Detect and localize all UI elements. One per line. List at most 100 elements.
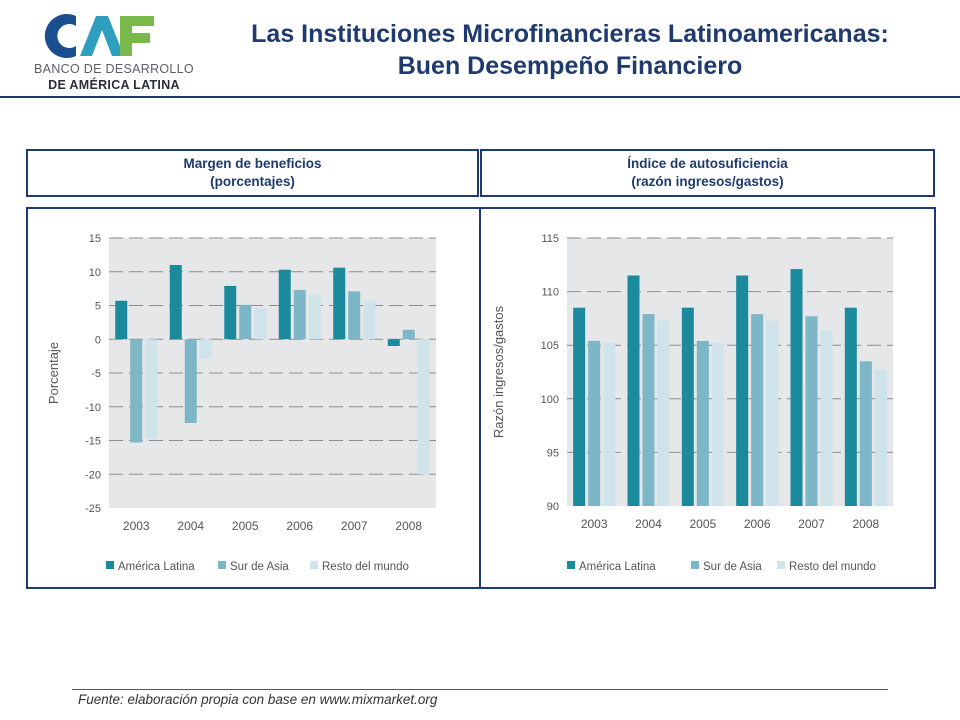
logo-subtitle-line2: DE AMÉRICA LATINA [48, 78, 180, 92]
legend-label: América Latina [579, 561, 656, 573]
bar-américa-latina-2003 [115, 300, 128, 340]
bar-sur-de-asia-2005 [239, 304, 252, 340]
bar-sur-de-asia-2004 [642, 314, 655, 506]
chart-header-autosuficiencia-line2: (razón ingresos/gastos) [631, 174, 784, 189]
x-tick-label: 2004 [177, 519, 204, 533]
legend-swatch [218, 561, 226, 569]
bar-resto-del-mundo-2005 [254, 308, 267, 340]
bar-sur-de-asia-2008 [402, 329, 415, 340]
bar-resto-del-mundo-2003 [145, 339, 158, 440]
x-tick-label: 2008 [852, 517, 879, 531]
bar-sur-de-asia-2007 [805, 316, 818, 506]
legend-swatch [106, 561, 114, 569]
y-axis-label: Razón ingresos/gastos [491, 305, 506, 438]
bar-sur-de-asia-2005 [696, 340, 709, 506]
bar-sur-de-asia-2006 [293, 289, 306, 340]
y-axis-label: Porcentaje [46, 342, 61, 404]
legend-label: Sur de Asia [230, 561, 289, 573]
y-tick-label: -10 [85, 402, 101, 414]
y-tick-label: 100 [541, 394, 559, 406]
bar-resto-del-mundo-2006 [766, 320, 779, 506]
y-tick-label: 105 [541, 340, 559, 352]
x-tick-label: 2007 [341, 519, 368, 533]
chart-header-autosuficiencia: Índice de autosuficiencia (razón ingreso… [480, 149, 935, 197]
legend-label: América Latina [118, 561, 195, 573]
footer-divider [72, 689, 888, 690]
bar-américa-latina-2003 [573, 307, 586, 506]
bar-américa-latina-2006 [278, 269, 291, 340]
slide-title: Las Instituciones Microfinancieras Latin… [200, 18, 940, 82]
bar-sur-de-asia-2007 [348, 291, 361, 340]
legend-swatch [567, 561, 575, 569]
bar-américa-latina-2008 [387, 339, 400, 346]
bar-resto-del-mundo-2004 [657, 320, 670, 506]
x-tick-label: 2008 [395, 519, 422, 533]
x-tick-label: 2003 [123, 519, 150, 533]
chart-header-margen-line1: Margen de beneficios [183, 156, 322, 171]
chart-header-autosuficiencia-line1: Índice de autosuficiencia [627, 156, 788, 171]
x-tick-label: 2004 [635, 517, 662, 531]
y-tick-label: 15 [89, 233, 101, 245]
logo-letter-f [120, 16, 154, 56]
chart-header-margen-line2: (porcentajes) [210, 174, 295, 189]
legend-label: Resto del mundo [322, 561, 409, 573]
x-tick-label: 2006 [744, 517, 771, 531]
y-tick-label: 90 [547, 501, 559, 513]
chart-panel-margen: 15 10 5 0 -5 -10 -15 -20 -25 2003 2004 2005 2006 2007… [26, 207, 481, 589]
y-tick-label: -20 [85, 469, 101, 481]
bar-sur-de-asia-2008 [859, 361, 872, 506]
bar-sur-de-asia-2003 [130, 339, 143, 443]
x-tick-label: 2006 [286, 519, 313, 533]
bar-américa-latina-2007 [333, 267, 346, 340]
legend-swatch [691, 561, 699, 569]
y-tick-label: -25 [85, 503, 101, 515]
bar-resto-del-mundo-2004 [199, 339, 212, 359]
x-tick-label: 2003 [581, 517, 608, 531]
legend-label: Resto del mundo [789, 561, 876, 573]
bar-resto-del-mundo-2008 [874, 369, 887, 506]
y-tick-label: 95 [547, 447, 559, 459]
bar-sur-de-asia-2006 [751, 314, 764, 506]
bar-resto-del-mundo-2007 [363, 300, 376, 340]
bar-américa-latina-2007 [790, 269, 803, 506]
title-divider [0, 96, 960, 98]
bar-resto-del-mundo-2006 [308, 295, 321, 340]
chart-margen-beneficios: 15 10 5 0 -5 -10 -15 -20 -25 2003 2004 2005 2006 2007… [46, 233, 436, 573]
plot-area [567, 238, 893, 506]
y-tick-label: -15 [85, 436, 101, 448]
legend-swatch [310, 561, 318, 569]
x-tick-label: 2005 [232, 519, 259, 533]
y-tick-label: 110 [541, 287, 559, 299]
logo-letter-a [80, 16, 124, 56]
bar-américa-latina-2006 [736, 275, 749, 506]
bar-sur-de-asia-2003 [588, 340, 601, 506]
logo-subtitle-line1: BANCO DE DESARROLLO [34, 62, 194, 76]
slide-title-line1: Las Instituciones Microfinancieras Latin… [251, 20, 889, 48]
bar-américa-latina-2008 [844, 307, 857, 506]
x-tick-label: 2005 [689, 517, 716, 531]
y-tick-label: 0 [95, 334, 101, 346]
bar-américa-latina-2005 [224, 285, 237, 340]
bar-américa-latina-2005 [681, 307, 694, 506]
bar-resto-del-mundo-2003 [603, 343, 616, 506]
y-tick-label: 5 [95, 301, 101, 313]
caf-logo-mark [44, 13, 154, 59]
caf-logo: BANCO DE DESARROLLO DE AMÉRICA LATINA [14, 12, 214, 96]
bar-américa-latina-2004 [169, 265, 182, 340]
bar-américa-latina-2004 [627, 275, 640, 506]
bar-resto-del-mundo-2008 [417, 339, 430, 475]
bar-sur-de-asia-2004 [184, 339, 197, 423]
slide-title-line2: Buen Desempeño Financiero [397, 52, 743, 80]
bar-resto-del-mundo-2007 [820, 330, 833, 506]
chart-panel-autosuficiencia: 115 110 105 100 95 90 2003 2004 2005 2006 2007 2008… [479, 207, 936, 589]
source-note: Fuente: elaboración propia con base en w… [78, 692, 438, 707]
chart-header-margen: Margen de beneficios (porcentajes) [26, 149, 479, 197]
y-tick-label: 115 [541, 233, 559, 245]
bar-resto-del-mundo-2005 [711, 343, 724, 506]
y-tick-label: -5 [91, 368, 101, 380]
chart-indice-autosuficiencia: 115 110 105 100 95 90 2003 2004 2005 2006 2007 2008… [491, 233, 893, 573]
logo-letter-c [44, 13, 76, 59]
y-tick-label: 10 [89, 267, 101, 279]
legend-swatch [777, 561, 785, 569]
x-tick-label: 2007 [798, 517, 825, 531]
